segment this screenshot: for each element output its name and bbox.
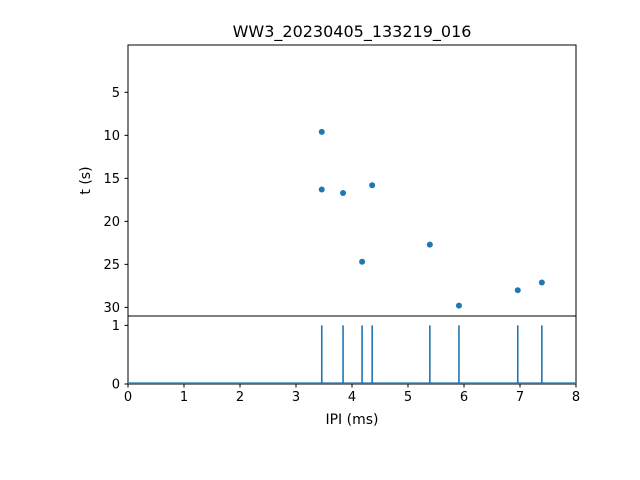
x-tick-label: 8 — [572, 390, 580, 405]
x-tick-label: 6 — [460, 390, 468, 405]
x-tick-label: 7 — [516, 390, 524, 405]
scatter-point — [538, 279, 545, 286]
x-tick-label: 4 — [348, 390, 356, 405]
y-tick-label: 5 — [112, 86, 120, 101]
x-axis-label: IPI (ms) — [325, 412, 378, 428]
x-tick-label: 0 — [124, 390, 132, 405]
scatter-point — [359, 258, 366, 265]
scatter-point — [340, 189, 347, 196]
y-tick-label: 30 — [103, 301, 120, 316]
x-tick-label: 5 — [404, 390, 412, 405]
y-tick-label: 0 — [112, 378, 120, 393]
y-tick-label: 1 — [112, 319, 120, 334]
chart-title: WW3_20230405_133219_016 — [233, 22, 472, 42]
y-tick-label: 25 — [103, 258, 120, 273]
y-axis-label: t (s) — [78, 166, 94, 194]
x-tick-label: 1 — [180, 390, 188, 405]
x-tick-label: 2 — [236, 390, 244, 405]
plot-frame-top — [127, 44, 577, 317]
scatter-point — [514, 287, 521, 294]
scatter-point — [318, 186, 325, 193]
x-tick-label: 3 — [292, 390, 300, 405]
y-tick-label: 20 — [103, 215, 120, 230]
scatter-point — [455, 302, 462, 309]
scatter-point — [426, 241, 433, 248]
y-tick-label: 10 — [103, 129, 120, 144]
plot-frame-bottom — [127, 315, 577, 385]
scatter-point — [318, 128, 325, 135]
y-tick-label: 15 — [103, 172, 120, 187]
scatter-point — [369, 182, 376, 189]
